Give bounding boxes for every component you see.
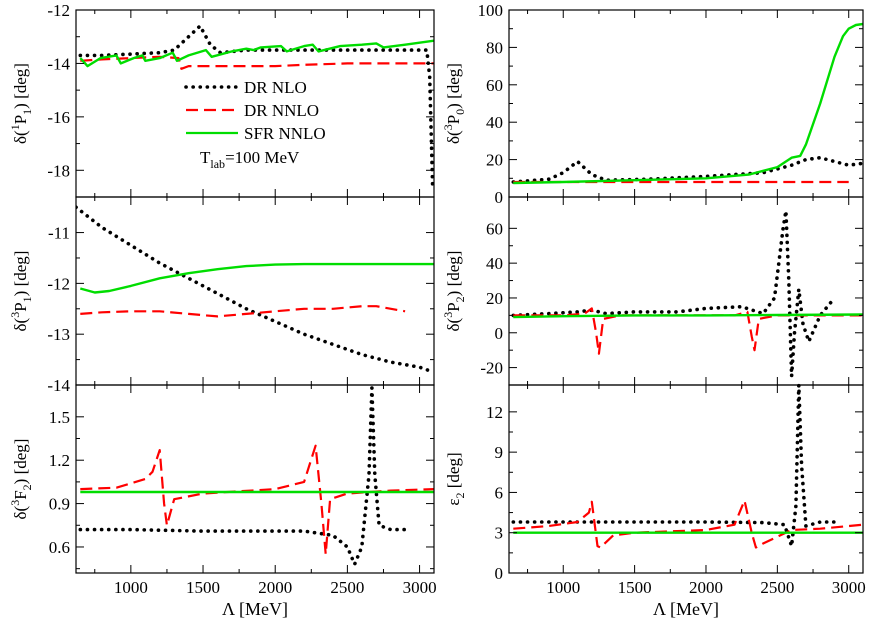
y-tick-label: -20 — [480, 359, 503, 378]
panel-3p1: -14 -13 -12 -11 δ(3P1) [deg] — [8, 196, 435, 395]
legend: DR NLO DR NNLO SFR NNLO — [184, 78, 326, 143]
y-tick-label: -12 — [47, 1, 70, 20]
series-sfr-nnlo — [79, 39, 434, 68]
axes-frame — [75, 384, 435, 574]
y-axis-label: δ(3P2) [deg] — [441, 251, 467, 332]
series-sfr-nnlo — [513, 22, 863, 185]
series-group — [511, 22, 863, 185]
panel-e2: 1000 1500 2000 2500 3000 0 3 6 9 12 ε2 [deg] Λ [MeV… — [444, 383, 866, 619]
panel-3f2: 1000 1500 2000 2500 3000 0.6 0.9 1.2 1.5 δ(3F2) [… — [8, 384, 437, 619]
series-dr-nlo — [511, 155, 863, 184]
y-tick-label: 0 — [495, 564, 504, 583]
y-tick-label: 60 — [486, 76, 503, 95]
y-axis-label: δ(3P1) [deg] — [8, 251, 34, 332]
series-dr-nlo — [76, 205, 434, 375]
y-axis-label: ε2 [deg] — [444, 452, 467, 505]
y-tick-label: 1.5 — [49, 408, 70, 427]
x-tick-label: 3000 — [832, 578, 866, 597]
x-tick-label: 1000 — [114, 578, 148, 597]
x-tick-label: 2000 — [258, 578, 292, 597]
y-tick-label: 9 — [495, 443, 504, 462]
series-sfr-nnlo — [79, 262, 434, 294]
panel-3p2: -20 0 20 40 60 δ(3P2) [deg] — [441, 196, 864, 386]
legend-label: DR NNLO — [244, 101, 319, 120]
y-tick-label: 100 — [478, 1, 504, 20]
y-tick-label: -14 — [47, 54, 70, 73]
y-tick-label: 20 — [486, 289, 503, 308]
series-group — [78, 24, 434, 189]
y-tick-label: -13 — [47, 325, 70, 344]
energy-annotation: Tlab=100 MeV — [200, 148, 300, 171]
axes-frame — [508, 384, 864, 574]
series-dr-nnlo — [513, 499, 863, 549]
series-group — [511, 383, 863, 549]
x-axis-label: Λ [MeV] — [653, 599, 719, 619]
series-dr-nnlo — [80, 305, 406, 318]
y-tick-label: -12 — [47, 274, 70, 293]
y-tick-label: 6 — [495, 483, 504, 502]
x-tick-label: 2000 — [689, 578, 723, 597]
panel-layer: -18 -16 -14 -12 δ(1P1) [deg] Tlab=100 MeV 0 20 4… — [8, 1, 866, 619]
panel-3p0: 0 20 40 60 80 100 δ(3P0) [deg] — [441, 1, 864, 207]
series-dr-nnlo — [80, 444, 434, 556]
x-axis-label: Λ [MeV] — [222, 599, 288, 619]
series-dr-nlo — [511, 209, 837, 379]
y-tick-label: 0 — [495, 324, 504, 343]
x-tick-label: 1000 — [546, 578, 580, 597]
series-dr-nlo — [78, 386, 407, 567]
y-tick-label: 80 — [486, 38, 503, 57]
y-tick-label: 3 — [495, 524, 504, 543]
y-tick-label: -16 — [47, 108, 70, 127]
y-tick-label: 20 — [486, 151, 503, 170]
y-axis-label: δ(1P1) [deg] — [8, 63, 34, 144]
axes-frame — [508, 9, 864, 198]
y-tick-label: 1.2 — [49, 451, 70, 470]
axes-frame — [75, 196, 435, 386]
y-tick-label: 40 — [486, 113, 503, 132]
y-tick-label: 12 — [486, 403, 503, 422]
x-tick-label: 3000 — [403, 578, 437, 597]
y-tick-label: 0.9 — [49, 495, 70, 514]
y-axis-label: δ(3P0) [deg] — [441, 63, 467, 144]
series-dr-nlo — [511, 383, 837, 548]
y-tick-label: -18 — [47, 161, 70, 180]
y-axis-label: δ(3F2) [deg] — [8, 439, 34, 520]
series-group — [511, 209, 863, 379]
y-tick-label: -14 — [47, 376, 70, 395]
x-tick-label: 2500 — [330, 578, 364, 597]
y-tick-label: 60 — [486, 219, 503, 238]
y-tick-label: 40 — [486, 254, 503, 273]
y-tick-label: -11 — [48, 224, 70, 243]
x-tick-label: 1500 — [618, 578, 652, 597]
series-group — [78, 386, 434, 567]
legend-label: SFR NNLO — [244, 124, 326, 143]
series-group — [76, 205, 434, 375]
y-tick-label: 0.6 — [49, 538, 70, 557]
x-tick-label: 2500 — [760, 578, 794, 597]
legend-label: DR NLO — [244, 78, 307, 97]
panel-p1: -18 -16 -14 -12 δ(1P1) [deg] Tlab=100 MeV — [8, 1, 435, 198]
axes-frame — [508, 196, 864, 386]
x-tick-label: 1500 — [186, 578, 220, 597]
series-sfr-nnlo — [513, 313, 863, 319]
y-tick-label: 0 — [495, 188, 504, 207]
